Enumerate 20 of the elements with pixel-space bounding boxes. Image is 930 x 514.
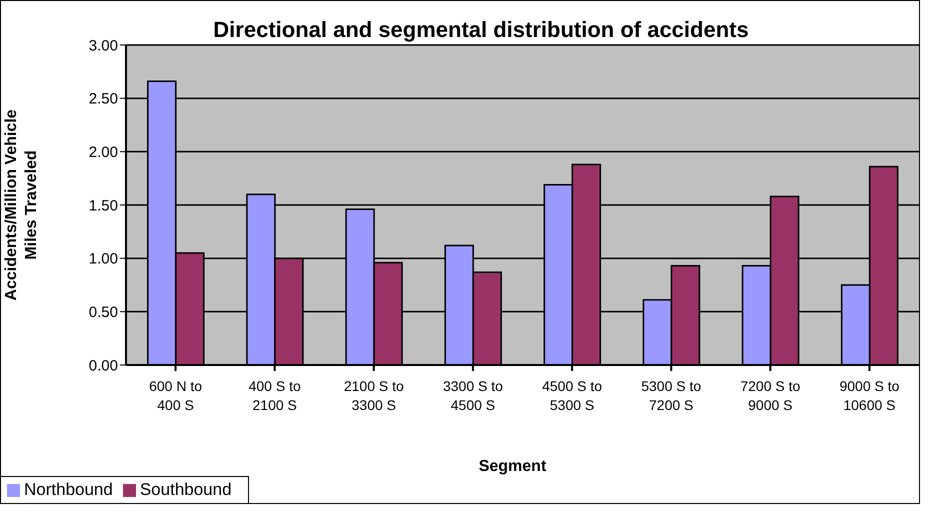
x-tick-label: 2100 S to 3300 S [344,378,404,413]
y-axis-title: Accidents/Million Vehicle Miles Traveled [3,109,40,301]
y-tick-label: 2.00 [88,144,118,161]
y-tick-label: 1.00 [88,250,118,268]
y-tick-label: 3.00 [88,37,118,54]
y-tick-label: 0.50 [88,304,118,321]
x-tick-label: 600 N to 400 S [149,378,202,413]
x-tick-label: 400 S to 2100 S [248,378,301,413]
x-tick-label: 7200 S to 9000 S [740,378,800,413]
legend-label: Northbound [24,480,113,499]
y-tick-label: 2.50 [88,90,118,108]
x-axis-title: Segment [478,458,547,475]
x-tick-label: 9000 S to 10600 S [839,378,900,413]
y-tick-label: 0.00 [88,357,118,374]
x-tick-label: 4500 S to 5300 S [542,378,602,413]
y-tick-label: 1.50 [88,197,118,214]
x-tick-label: 3300 S to 4500 S [442,378,504,413]
chart-title: Directional and segmental distribution of accidents [213,17,749,42]
x-tick-label: 5300 S to 7200 S [641,378,702,413]
legend-label: Southbound [140,480,232,499]
